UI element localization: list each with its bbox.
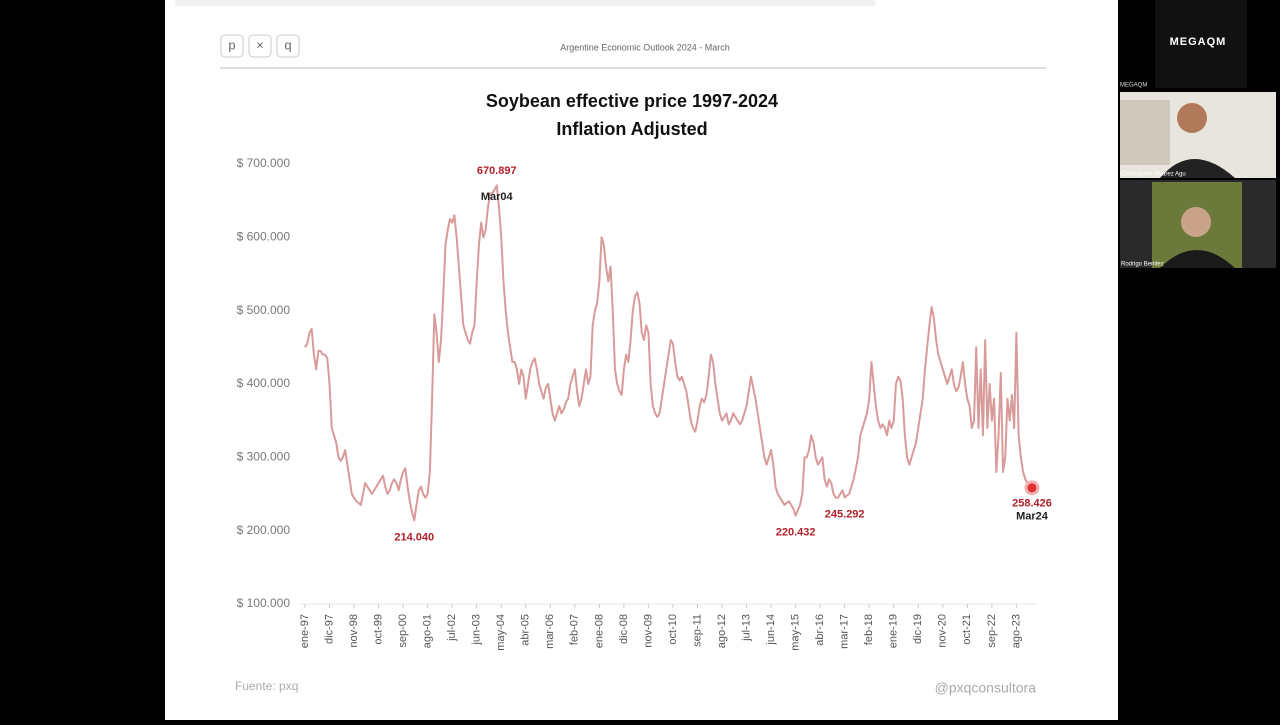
button[interactable] xyxy=(220,34,244,58)
x-tick-label: may-04 xyxy=(495,614,507,651)
x-tick-label: oct-10 xyxy=(667,614,679,645)
header-title: Argentine Economic Outlook 2024 - March xyxy=(560,42,730,52)
x-tick-label: ago-12 xyxy=(716,614,728,648)
participants-panel: MEGAQM MEGAQM Christopher Álvarez Agu Ro… xyxy=(1120,0,1276,268)
person-body xyxy=(1160,159,1235,178)
x-tick-label: jun-03 xyxy=(471,614,483,646)
source: Fuente: pxq xyxy=(235,679,298,693)
y-tick-label: $ 600.000 xyxy=(237,230,291,244)
x-tick-label: abr-16 xyxy=(814,614,826,646)
chart-subtitle: Inflation Adjusted xyxy=(556,119,707,139)
x-tick-label: jun-14 xyxy=(765,614,777,646)
x-tick-label: ago-01 xyxy=(422,614,434,648)
end-marker xyxy=(1024,480,1040,496)
x-tick-label: feb-07 xyxy=(569,614,581,645)
x-tick-label: nov-20 xyxy=(937,614,949,648)
header: p × q Argentine Economic Outlook 2024 - … xyxy=(220,34,1046,69)
button[interactable] xyxy=(276,34,300,58)
x-tick-label: dic-97 xyxy=(323,614,335,644)
x-tick-label: nov-98 xyxy=(348,614,360,648)
person-head xyxy=(1177,103,1207,133)
button[interactable] xyxy=(248,34,272,58)
x-tick-label: ene-08 xyxy=(593,614,605,648)
toolbar-strip xyxy=(175,0,875,6)
button-label: p xyxy=(228,37,235,52)
x-tick-label: nov-09 xyxy=(642,614,654,648)
x-tick-label: ago-23 xyxy=(1010,614,1022,648)
participant-name: Rodrigo Benitez xyxy=(1121,262,1164,268)
slide xyxy=(165,0,1118,720)
logo: MEGAQM xyxy=(1170,36,1227,48)
x-tick-label: dic-08 xyxy=(618,614,630,644)
x-tick-label: mar-17 xyxy=(839,614,851,649)
button-label: × xyxy=(256,37,264,52)
x-tick-label: abr-05 xyxy=(520,614,532,646)
x-tick-label: sep-11 xyxy=(691,614,703,647)
price-line xyxy=(304,184,1033,522)
person-head xyxy=(1181,207,1211,237)
annotation-value: 670.897 xyxy=(477,165,517,177)
annotation-value: 214.040 xyxy=(394,531,434,543)
participant-name: Christopher Álvarez Agu xyxy=(1121,171,1186,178)
y-tick-label: $ 400.000 xyxy=(237,376,291,390)
x-tick-label: feb-18 xyxy=(863,614,875,645)
credit: @pxqconsultora xyxy=(935,680,1037,696)
x-tick-label: ene-19 xyxy=(888,614,900,648)
x-tick-label: jul-13 xyxy=(740,614,752,642)
x-tick-label: sep-22 xyxy=(986,614,998,648)
x-tick-label: jul-02 xyxy=(446,614,458,642)
button-label: q xyxy=(284,37,291,52)
x-tick-label: sep-00 xyxy=(397,614,409,648)
shelf xyxy=(1120,100,1170,165)
x-tick-label: oct-21 xyxy=(961,614,973,645)
person-body xyxy=(1160,250,1235,268)
y-tick-label: $ 500.000 xyxy=(237,303,291,317)
plot: $ 100.000 $ 200.000 $ 300.000 $ 400.000 $ 50… xyxy=(237,156,1052,651)
annotation-value: 258.426 xyxy=(1012,498,1052,510)
x-tick-label: oct-99 xyxy=(372,614,384,645)
x-tick-label: may-15 xyxy=(790,614,802,651)
y-tick-label: $ 100.000 xyxy=(237,596,291,610)
x-tick-label: dic-19 xyxy=(912,614,924,644)
logo-tile xyxy=(1155,0,1247,88)
annotation-date: Mar04 xyxy=(481,191,514,203)
annotation-value: 245.292 xyxy=(825,508,865,520)
tile-label: MEGAQM xyxy=(1120,83,1147,89)
chart-title: Soybean effective price 1997-2024 xyxy=(486,91,778,111)
y-tick-label: $ 200.000 xyxy=(237,523,291,537)
annotation-date: Mar24 xyxy=(1016,511,1049,523)
y-tick-label: $ 700.000 xyxy=(237,156,291,170)
y-tick-label: $ 300.000 xyxy=(237,450,291,464)
x-tick-label: ene-97 xyxy=(299,614,311,648)
x-tick-label: mar-06 xyxy=(544,614,556,649)
annotation-value: 220.432 xyxy=(776,527,816,539)
